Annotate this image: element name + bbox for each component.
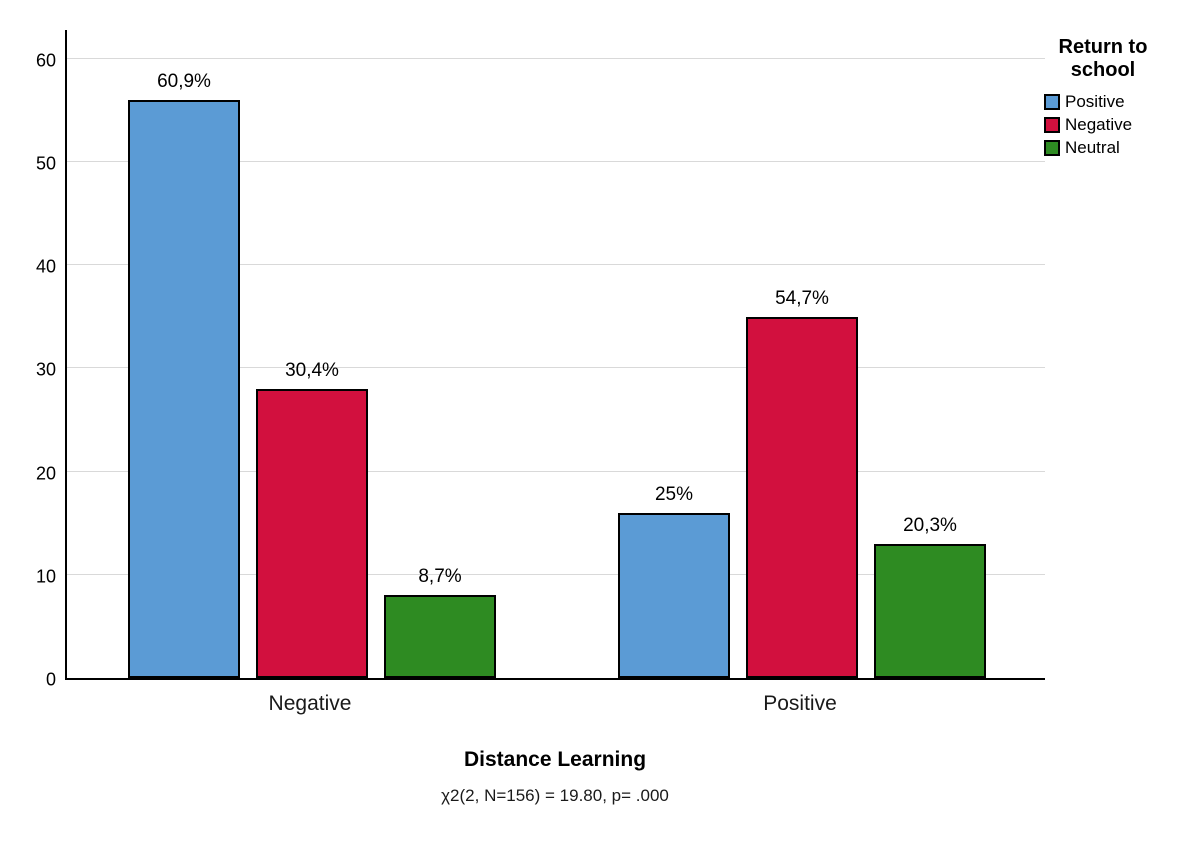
y-tick-label: 10 xyxy=(35,566,56,587)
bar-negative-positive xyxy=(128,100,240,678)
gridline xyxy=(67,470,1045,472)
x-axis-title: Distance Learning xyxy=(463,748,647,771)
gridline xyxy=(67,57,1045,59)
legend-swatch xyxy=(1044,140,1060,156)
legend-title: Return to school xyxy=(1058,36,1148,81)
bar-value-label: 25% xyxy=(654,483,694,505)
y-tick-label: 50 xyxy=(35,153,56,174)
gridline xyxy=(67,367,1045,369)
bar-value-label: 54,7% xyxy=(775,287,829,309)
gridline xyxy=(67,161,1045,163)
bar-negative-neutral xyxy=(384,595,496,678)
bar-value-label: 60,9% xyxy=(157,71,211,93)
bar-positive-neutral xyxy=(874,543,986,678)
legend-item-negative: Negative xyxy=(1044,115,1194,135)
x-axis: Negative Positive xyxy=(0,692,1200,722)
bar-positive-positive xyxy=(618,512,730,678)
bar-positive-negative xyxy=(746,316,858,678)
gridline xyxy=(67,573,1045,575)
y-tick-label: 60 xyxy=(35,50,56,71)
plot-area: 60,9% 30,4% 8,7% 25% 54,7% 20,3% xyxy=(65,30,1045,680)
y-tick-label: 0 xyxy=(45,669,56,690)
legend: Return to school Positive Negative Neutral xyxy=(1044,36,1194,161)
stats-caption: χ2(2, N=156) = 19.80, p= .000 xyxy=(441,786,669,805)
legend-swatch xyxy=(1044,117,1060,133)
y-axis: 0 10 20 30 40 50 60 xyxy=(0,30,56,689)
legend-label: Neutral xyxy=(1065,138,1120,157)
legend-swatch xyxy=(1044,94,1060,110)
y-tick-label: 30 xyxy=(35,359,56,380)
bar-value-label: 20,3% xyxy=(903,514,957,536)
legend-entries: Positive Negative Neutral xyxy=(1044,92,1194,158)
x-category-label: Negative xyxy=(268,692,352,715)
gridline xyxy=(67,264,1045,266)
bar-negative-negative xyxy=(256,389,368,678)
y-tick-label: 20 xyxy=(35,463,56,484)
bar-value-label: 8,7% xyxy=(418,566,462,588)
legend-label: Positive xyxy=(1065,92,1125,111)
y-tick-label: 40 xyxy=(35,256,56,277)
bar-value-label: 30,4% xyxy=(285,360,339,382)
legend-item-positive: Positive xyxy=(1044,92,1194,112)
legend-item-neutral: Neutral xyxy=(1044,138,1194,158)
legend-label: Negative xyxy=(1065,115,1133,134)
x-category-label: Positive xyxy=(763,692,837,715)
